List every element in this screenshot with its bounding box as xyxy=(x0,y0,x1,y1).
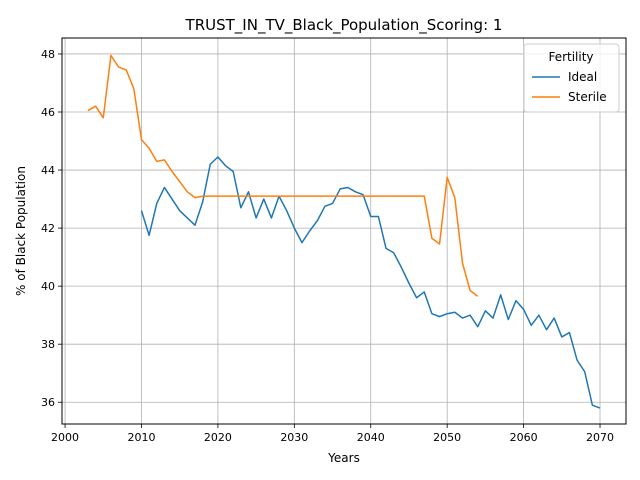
x-tick-label: 2030 xyxy=(280,431,308,444)
legend-label-ideal: Ideal xyxy=(568,70,597,84)
y-tick-label: 44 xyxy=(41,164,55,177)
plot-frame xyxy=(61,37,627,425)
x-tick-label: 2050 xyxy=(433,431,461,444)
x-axis-label: Years xyxy=(327,451,360,465)
y-tick-label: 40 xyxy=(41,280,55,293)
x-tick-label: 2070 xyxy=(586,431,614,444)
x-tick-label: 2040 xyxy=(357,431,385,444)
legend: Fertility Ideal Sterile xyxy=(523,43,620,113)
y-axis-ticks: 36 38 40 42 44 46 48 xyxy=(41,48,62,409)
series-line-sterile xyxy=(87,54,479,297)
legend-box xyxy=(523,43,620,113)
series-lines xyxy=(87,54,601,409)
legend-label-sterile: Sterile xyxy=(568,90,607,104)
y-axis-label: % of Black Population xyxy=(14,166,28,296)
x-tick-label: 2060 xyxy=(510,431,538,444)
y-tick-label: 46 xyxy=(41,106,55,119)
y-tick-label: 48 xyxy=(41,48,55,61)
y-tick-label: 36 xyxy=(41,396,55,409)
x-tick-label: 2010 xyxy=(127,431,155,444)
y-tick-label: 38 xyxy=(41,338,55,351)
series-line-ideal xyxy=(140,156,601,409)
x-tick-label: 2000 xyxy=(51,431,79,444)
y-tick-label: 42 xyxy=(41,222,55,235)
x-tick-label: 2020 xyxy=(204,431,232,444)
legend-title: Fertility xyxy=(548,50,593,64)
x-axis-ticks: 2000 2010 2020 2030 2040 2050 2060 2070 xyxy=(51,424,614,444)
chart-title: TRUST_IN_TV_Black_Population_Scoring: 1 xyxy=(185,16,503,35)
